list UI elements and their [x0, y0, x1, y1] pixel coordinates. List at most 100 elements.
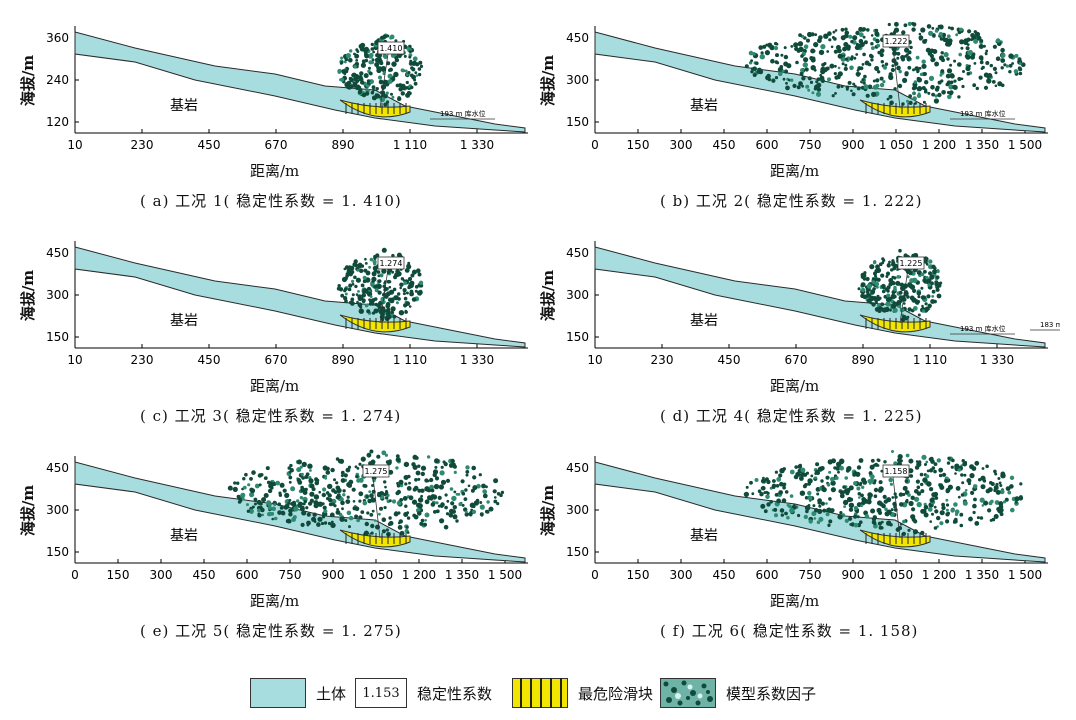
x-tick-label: 900 [842, 568, 865, 582]
y-tick-label: 150 [566, 115, 589, 129]
panel-a-plot: 10 230 450 670 890 1 110 1 330 360 240 120 基岩 1.410… [46, 26, 528, 152]
panel-c-plot: 10 230 450 670 890 1 110 1 330 450 300 150 基岩 1.274 [46, 241, 528, 367]
y-tick-label: 300 [566, 288, 589, 302]
x-tick-label: 1 350 [445, 568, 479, 582]
panel-caption: ( b) 工况 2( 稳定性系数 = 1. 222) [660, 192, 923, 210]
x-axis-label: 距离/m [250, 592, 300, 610]
x-tick-label: 0 [591, 138, 599, 152]
slide-hatch [345, 318, 407, 329]
x-tick-label: 600 [756, 568, 779, 582]
model-factor-cloud [744, 21, 1026, 106]
x-tick-label: 10 [67, 353, 82, 367]
y-tick-label: 450 [46, 246, 69, 260]
y-tick-label: 450 [566, 461, 589, 475]
x-axis-label: 距离/m [770, 377, 820, 395]
factor-sample-box: 1.153 [355, 678, 407, 708]
y-tick-label: 150 [46, 330, 69, 344]
x-tick-label: 1 050 [879, 138, 913, 152]
panel-e-plot: 0 150 300 450 600 750 900 1 050 1 200 1 350 1 5004… [46, 449, 528, 582]
stability-factor-value: 1.225 [900, 259, 923, 268]
model-swatch [660, 678, 716, 708]
x-tick-label: 230 [131, 138, 154, 152]
x-tick-label: 450 [713, 568, 736, 582]
soil-layer [74, 31, 526, 133]
legend-factor: 1.153 稳定性系数 [355, 676, 492, 710]
slide-hatch [865, 318, 927, 329]
slide-hatch [865, 533, 927, 544]
x-tick-label: 230 [651, 353, 674, 367]
x-axis-label: 距离/m [250, 162, 300, 180]
x-tick-label: 1 350 [965, 138, 999, 152]
x-tick-label: 450 [713, 138, 736, 152]
x-tick-label: 1 110 [393, 353, 427, 367]
x-tick-label: 1 200 [922, 138, 956, 152]
x-tick-label: 0 [71, 568, 79, 582]
x-tick-label: 1 110 [913, 353, 947, 367]
y-tick-label: 150 [566, 545, 589, 559]
soil-layer [594, 31, 1046, 133]
legend-model-label: 模型系数因子 [726, 684, 817, 703]
x-tick-label: 150 [627, 138, 650, 152]
panel-caption: ( e) 工况 5( 稳定性系数 = 1. 275) [140, 622, 402, 640]
x-tick-label: 1 500 [1008, 138, 1042, 152]
x-tick-label: 450 [198, 353, 221, 367]
x-tick-label: 1 330 [460, 138, 494, 152]
bedrock-label: 基岩 [690, 527, 718, 544]
water-level-label: 193 m 库水位 [440, 109, 486, 118]
bedrock-label: 基岩 [170, 97, 198, 114]
stability-factor-value: 1.158 [885, 467, 908, 476]
x-tick-label: 150 [627, 568, 650, 582]
y-tick-label: 450 [566, 246, 589, 260]
stability-factor-box: 1.274 [377, 256, 405, 270]
x-tick-label: 300 [670, 568, 693, 582]
stability-factor-value: 1.410 [380, 44, 403, 53]
y-tick-label: 120 [46, 115, 69, 129]
x-tick-label: 450 [198, 138, 221, 152]
x-tick-label: 750 [279, 568, 302, 582]
x-tick-label: 1 050 [359, 568, 393, 582]
panel-caption: ( d) 工况 4( 稳定性系数 = 1. 225) [660, 407, 923, 425]
bedrock-label: 基岩 [690, 97, 718, 114]
slide-hatch [345, 533, 407, 544]
water-level-label: 193 m 库水位 [960, 109, 1006, 118]
x-tick-label: 890 [332, 138, 355, 152]
x-tick-label: 150 [107, 568, 130, 582]
x-tick-label: 450 [193, 568, 216, 582]
stability-factor-value: 1.222 [885, 37, 908, 46]
x-tick-label: 0 [591, 568, 599, 582]
panel-caption: ( a) 工况 1( 稳定性系数 = 1. 410) [140, 192, 402, 210]
y-tick-label: 360 [46, 31, 69, 45]
x-tick-label: 900 [322, 568, 345, 582]
soil-layer [74, 461, 526, 563]
bedrock-label: 基岩 [170, 527, 198, 544]
water-level-label: 183 m 库水位 [1040, 320, 1060, 329]
legend-slide-label: 最危险滑块 [578, 684, 654, 703]
y-tick-label: 150 [46, 545, 69, 559]
y-tick-label: 240 [46, 73, 69, 87]
y-axis-label: 海拔/m [539, 54, 558, 107]
slide-hatch [345, 103, 407, 114]
stability-factor-box: 1.222 [882, 34, 910, 48]
x-tick-label: 750 [799, 568, 822, 582]
y-tick-label: 300 [46, 288, 69, 302]
x-tick-label: 750 [799, 138, 822, 152]
legend: 土体 1.153 稳定性系数 最危险滑块 模型系数因子 [240, 676, 840, 716]
x-tick-label: 600 [236, 568, 259, 582]
panel-b: 0 150 300 450 600 750 900 1 050 1 200 1 350 1 500 4… [530, 10, 1060, 220]
x-tick-label: 10 [587, 353, 602, 367]
x-tick-label: 890 [332, 353, 355, 367]
x-tick-label: 1 110 [393, 138, 427, 152]
stability-factor-value: 1.274 [380, 259, 403, 268]
stability-factor-box: 1.158 [882, 464, 910, 478]
x-tick-label: 300 [670, 138, 693, 152]
x-axis-label: 距离/m [770, 162, 820, 180]
y-axis-label: 海拔/m [539, 269, 558, 322]
x-tick-label: 670 [785, 353, 808, 367]
panel-caption: ( c) 工况 3( 稳定性系数 = 1. 274) [140, 407, 402, 425]
panel-a: 10 230 450 670 890 1 110 1 330 360 240 120 基岩 1.410… [10, 10, 540, 220]
y-tick-label: 450 [566, 31, 589, 45]
water-level-label: 193 m 库水位 [960, 324, 1006, 333]
legend-factor-label: 稳定性系数 [417, 684, 493, 703]
bedrock-label: 基岩 [170, 312, 198, 329]
y-tick-label: 300 [566, 503, 589, 517]
